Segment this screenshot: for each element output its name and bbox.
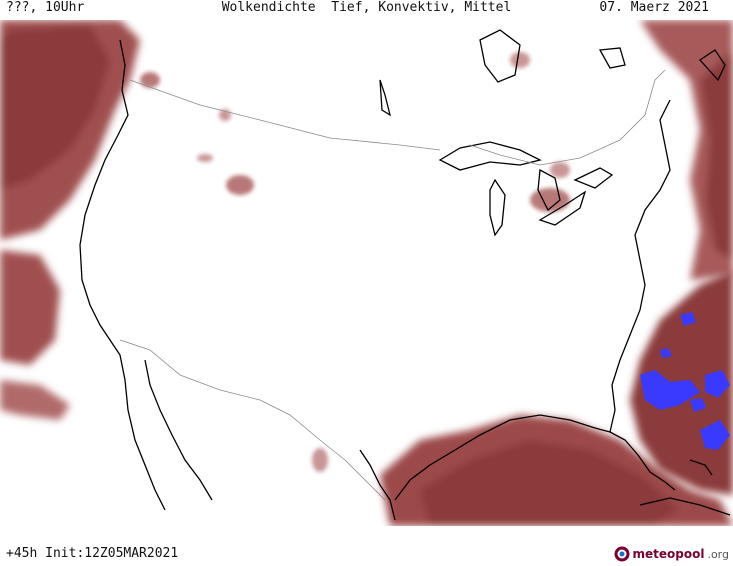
cloud-area-pacific-west — [0, 250, 70, 420]
logo-name: meteopool — [632, 547, 705, 561]
cloud-density-map — [0, 20, 733, 526]
cloud-area-atlantic-northeast — [640, 20, 733, 280]
convective-cells — [640, 312, 730, 450]
date-label: 07. Maerz 2021 — [599, 0, 709, 15]
cloud-area-pacific-northwest — [0, 20, 140, 240]
cloud-patches-inland — [140, 52, 570, 472]
meteopool-logo[interactable]: meteopool .org — [614, 544, 729, 564]
forecast-run-label: +45h Init:12Z05MAR2021 — [6, 546, 179, 561]
logo-suffix: .org — [707, 547, 729, 561]
coastline — [79, 29, 731, 521]
country-borders — [119, 69, 666, 501]
map-title: Wolkendichte Tief, Konvektiv, Mittel — [221, 0, 512, 15]
meteopool-logo-icon — [614, 546, 629, 562]
run-label: ???, 10Uhr — [6, 0, 85, 15]
